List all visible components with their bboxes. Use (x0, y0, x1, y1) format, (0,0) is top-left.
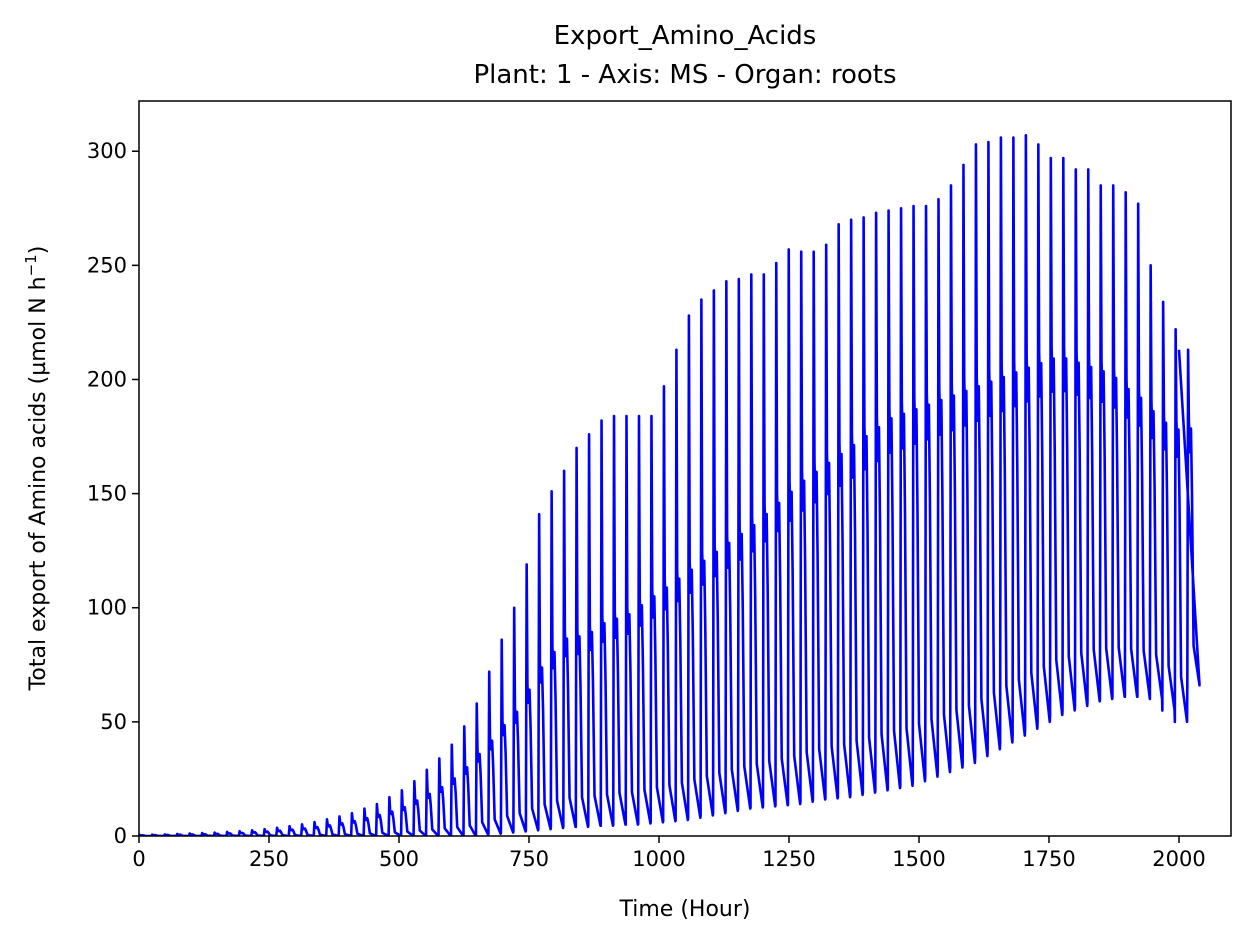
x-tick-label: 2000 (1152, 847, 1205, 871)
y-axis-label-main: Total export of Amino acids (µmol N h (26, 276, 51, 691)
x-tick-label: 750 (509, 847, 549, 871)
y-axis-label: Total export of Amino acids (µmol N h−1) (22, 246, 51, 692)
x-tick-label: 250 (249, 847, 289, 871)
series-line (139, 133, 1201, 836)
y-tick-label: 150 (87, 482, 127, 506)
y-tick-label: 250 (87, 253, 127, 277)
y-axis: 0 50 100 150 200 250 300 (87, 139, 139, 848)
y-tick-label: 300 (87, 139, 127, 163)
x-tick-label: 1750 (1022, 847, 1075, 871)
plot-frame (138, 100, 1232, 837)
y-axis-label-end: ) (26, 246, 51, 255)
x-axis-label: Time (Hour) (619, 897, 751, 922)
x-tick-label: 500 (379, 847, 419, 871)
y-tick-label: 100 (87, 596, 127, 620)
chart-subtitle: Plant: 1 - Axis: MS - Organ: roots (473, 60, 896, 90)
x-axis: 0 250 500 750 1000 1250 1500 1750 2000 (132, 836, 1206, 871)
y-axis-label-superscript: −1 (22, 254, 40, 276)
y-tick-label: 200 (87, 367, 127, 391)
x-tick-label: 1500 (892, 847, 945, 871)
series-layer (139, 133, 1201, 836)
x-tick-label: 1250 (762, 847, 815, 871)
chart-title: Export_Amino_Acids (554, 21, 817, 51)
plot-area (139, 133, 1201, 836)
y-tick-label: 50 (100, 710, 127, 734)
x-tick-label: 0 (132, 847, 145, 871)
x-tick-label: 1000 (632, 847, 685, 871)
y-tick-label: 0 (114, 824, 127, 848)
